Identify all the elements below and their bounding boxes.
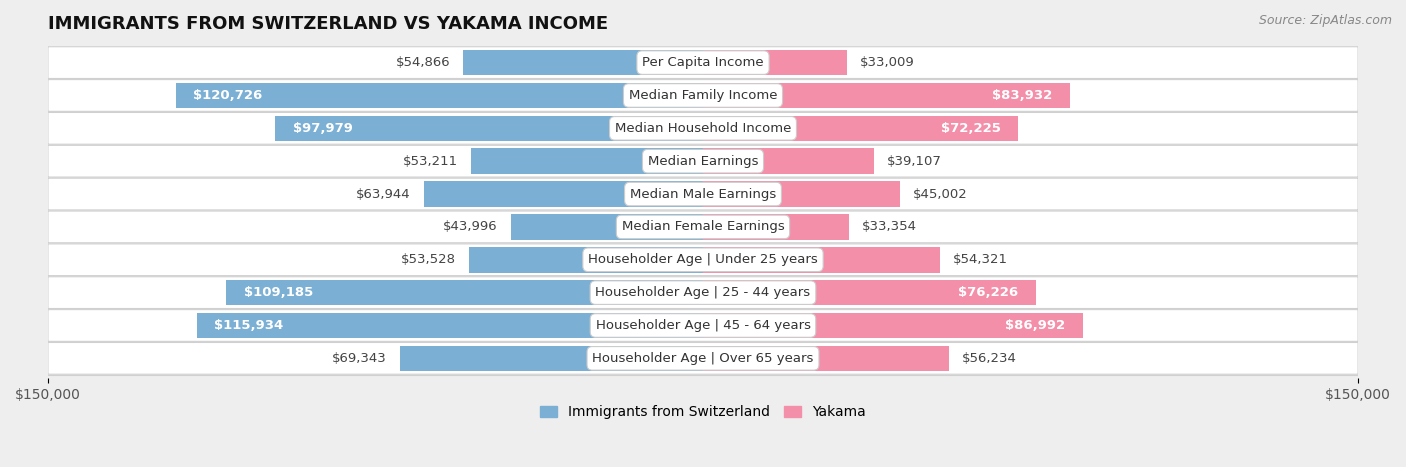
Text: $83,932: $83,932 bbox=[991, 89, 1052, 102]
Text: $56,234: $56,234 bbox=[962, 352, 1017, 365]
Bar bbox=[703, 83, 1070, 108]
Text: Householder Age | 25 - 44 years: Householder Age | 25 - 44 years bbox=[595, 286, 811, 299]
FancyBboxPatch shape bbox=[48, 244, 1358, 276]
Text: $39,107: $39,107 bbox=[887, 155, 942, 168]
Text: $33,354: $33,354 bbox=[862, 220, 917, 234]
Bar bbox=[703, 280, 1036, 305]
Text: Median Female Earnings: Median Female Earnings bbox=[621, 220, 785, 234]
Text: $53,528: $53,528 bbox=[401, 253, 456, 266]
Text: $115,934: $115,934 bbox=[214, 319, 284, 332]
Bar bbox=[703, 149, 873, 174]
Text: Householder Age | 45 - 64 years: Householder Age | 45 - 64 years bbox=[596, 319, 810, 332]
Bar bbox=[226, 280, 703, 305]
FancyBboxPatch shape bbox=[48, 277, 1358, 309]
FancyBboxPatch shape bbox=[48, 113, 1358, 144]
Bar bbox=[471, 149, 703, 174]
FancyBboxPatch shape bbox=[48, 47, 1358, 78]
FancyBboxPatch shape bbox=[48, 310, 1358, 341]
Bar bbox=[276, 115, 703, 141]
Bar bbox=[703, 346, 949, 371]
Text: Median Male Earnings: Median Male Earnings bbox=[630, 188, 776, 200]
Text: Householder Age | Over 65 years: Householder Age | Over 65 years bbox=[592, 352, 814, 365]
Bar bbox=[703, 313, 1083, 338]
Text: $45,002: $45,002 bbox=[912, 188, 967, 200]
Text: $69,343: $69,343 bbox=[332, 352, 387, 365]
Text: Per Capita Income: Per Capita Income bbox=[643, 56, 763, 69]
Bar bbox=[176, 83, 703, 108]
Text: $86,992: $86,992 bbox=[1005, 319, 1066, 332]
Text: Median Family Income: Median Family Income bbox=[628, 89, 778, 102]
Bar bbox=[703, 115, 1018, 141]
FancyBboxPatch shape bbox=[48, 145, 1358, 177]
FancyBboxPatch shape bbox=[48, 178, 1358, 210]
Text: IMMIGRANTS FROM SWITZERLAND VS YAKAMA INCOME: IMMIGRANTS FROM SWITZERLAND VS YAKAMA IN… bbox=[48, 15, 607, 33]
Text: $54,321: $54,321 bbox=[953, 253, 1008, 266]
Bar bbox=[703, 214, 849, 240]
Text: Householder Age | Under 25 years: Householder Age | Under 25 years bbox=[588, 253, 818, 266]
Bar bbox=[703, 247, 941, 273]
Text: Source: ZipAtlas.com: Source: ZipAtlas.com bbox=[1258, 14, 1392, 27]
Text: Median Earnings: Median Earnings bbox=[648, 155, 758, 168]
Bar bbox=[401, 346, 703, 371]
FancyBboxPatch shape bbox=[48, 79, 1358, 111]
Text: $76,226: $76,226 bbox=[959, 286, 1018, 299]
Text: $33,009: $33,009 bbox=[860, 56, 915, 69]
Bar bbox=[470, 247, 703, 273]
Legend: Immigrants from Switzerland, Yakama: Immigrants from Switzerland, Yakama bbox=[534, 400, 872, 425]
Text: $54,866: $54,866 bbox=[395, 56, 450, 69]
FancyBboxPatch shape bbox=[48, 342, 1358, 374]
Text: $97,979: $97,979 bbox=[292, 122, 353, 135]
Bar bbox=[510, 214, 703, 240]
Text: Median Household Income: Median Household Income bbox=[614, 122, 792, 135]
Bar bbox=[423, 181, 703, 207]
FancyBboxPatch shape bbox=[48, 211, 1358, 243]
Text: $109,185: $109,185 bbox=[243, 286, 314, 299]
Bar bbox=[464, 50, 703, 75]
Text: $120,726: $120,726 bbox=[193, 89, 263, 102]
Bar bbox=[197, 313, 703, 338]
Text: $72,225: $72,225 bbox=[941, 122, 1001, 135]
Text: $43,996: $43,996 bbox=[443, 220, 498, 234]
Bar bbox=[703, 50, 848, 75]
Text: $53,211: $53,211 bbox=[402, 155, 457, 168]
Text: $63,944: $63,944 bbox=[356, 188, 411, 200]
Bar bbox=[703, 181, 900, 207]
